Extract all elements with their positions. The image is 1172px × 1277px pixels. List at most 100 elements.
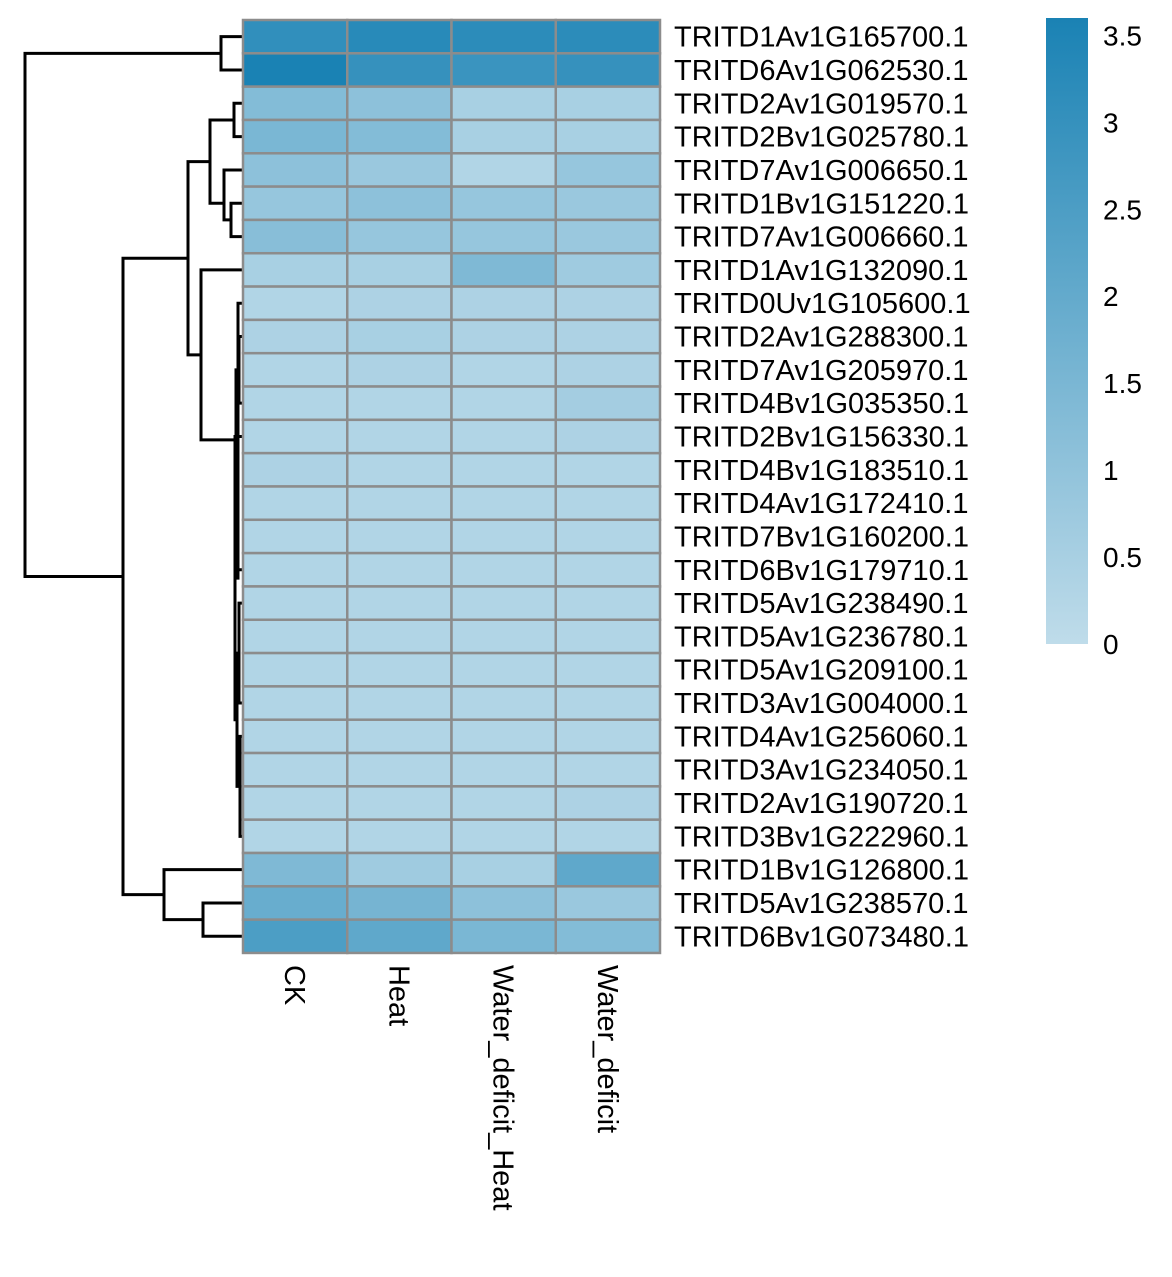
row-label: TRITD2Av1G019570.1 — [674, 88, 968, 120]
heatmap-cell — [346, 651, 453, 688]
row-label: TRITD3Bv1G222960.1 — [674, 821, 969, 853]
row-label: TRITD6Bv1G073480.1 — [674, 921, 969, 953]
heatmap-cell — [241, 385, 349, 422]
legend-tick-label: 2 — [1103, 281, 1119, 312]
heatmap-cell — [346, 52, 453, 88]
row-label: TRITD7Av1G205970.1 — [674, 355, 968, 387]
legend-tick-label: 1 — [1103, 455, 1119, 486]
column-label: Heat — [382, 965, 414, 1026]
heatmap-cell — [241, 351, 349, 388]
heatmap-cell — [450, 118, 557, 155]
heatmap-cell — [450, 385, 557, 422]
heatmap-cell — [450, 418, 557, 455]
heatmap-cell — [241, 685, 349, 721]
heatmap-cell — [554, 285, 662, 322]
row-label: TRITD1Av1G165700.1 — [674, 22, 968, 54]
row-label: TRITD5Av1G236780.1 — [674, 621, 968, 653]
row-label: TRITD1Bv1G151220.1 — [674, 188, 969, 220]
row-dendrogram — [23, 35, 243, 938]
legend-tick-label: 3.5 — [1103, 20, 1142, 51]
heatmap-cell — [554, 918, 662, 955]
heatmap-cell — [450, 218, 557, 255]
heatmap-cell — [450, 485, 557, 522]
heatmap-cell — [346, 118, 453, 155]
heatmap-cell — [554, 818, 662, 855]
heatmap-cell — [346, 585, 453, 622]
heatmap-cell — [241, 751, 349, 788]
column-label: Water_deficit — [591, 965, 623, 1133]
heatmap-cell — [450, 885, 557, 921]
heatmap-cell — [241, 218, 349, 255]
heatmap-cell — [241, 785, 349, 821]
row-label: TRITD7Bv1G160200.1 — [674, 521, 969, 553]
legend-color-bar — [1046, 18, 1088, 644]
row-labels: TRITD1Av1G165700.1TRITD6Av1G062530.1TRIT… — [674, 22, 971, 954]
heatmap-cell — [554, 685, 662, 721]
heatmap-cell — [241, 851, 349, 888]
heatmap-cell — [450, 718, 557, 755]
heatmap-cell — [450, 18, 557, 55]
heatmap-cell — [554, 785, 662, 821]
heatmap-cell — [241, 651, 349, 688]
legend-tick-label: 1.5 — [1103, 368, 1142, 399]
heatmap-cell — [241, 818, 349, 855]
heatmap-cell — [346, 918, 453, 955]
heatmap-cell — [554, 118, 662, 155]
dendrogram-branch — [229, 201, 243, 239]
heatmap-cell — [554, 251, 662, 288]
heatmap-cell — [554, 485, 662, 522]
row-label: TRITD2Av1G190720.1 — [674, 788, 968, 820]
heatmap-cells — [241, 18, 662, 955]
row-label: TRITD4Bv1G035350.1 — [674, 388, 969, 420]
heatmap-cell — [346, 485, 453, 522]
row-label: TRITD2Bv1G156330.1 — [674, 422, 969, 454]
row-label: TRITD1Av1G132090.1 — [674, 255, 968, 287]
heatmap-cell — [450, 551, 557, 588]
heatmap-cell — [346, 685, 453, 721]
row-label: TRITD2Av1G288300.1 — [674, 322, 968, 354]
dendrogram-branch — [208, 118, 234, 205]
heatmap-cell — [554, 18, 662, 55]
heatmap-cell — [346, 785, 453, 821]
row-label: TRITD2Bv1G025780.1 — [674, 122, 969, 154]
heatmap-cell — [450, 585, 557, 622]
heatmap-cell — [346, 152, 453, 188]
heatmap-cell — [346, 18, 453, 55]
heatmap-cell — [346, 451, 453, 488]
column-labels: CK Heat Water_deficit_Heat Water_deficit — [278, 965, 623, 1211]
row-label: TRITD0Uv1G105600.1 — [674, 288, 971, 320]
dendrogram-branch — [201, 901, 243, 938]
dendrogram-branch — [232, 101, 243, 139]
heatmap-cell — [450, 751, 557, 788]
row-label: TRITD6Bv1G179710.1 — [674, 555, 969, 587]
heatmap-cell — [346, 218, 453, 255]
heatmap-cell — [450, 185, 557, 222]
heatmap-cell — [241, 585, 349, 622]
heatmap-cell — [346, 185, 453, 222]
heatmap-cell — [450, 518, 557, 555]
heatmap-cell — [241, 52, 349, 88]
heatmap-cell — [554, 418, 662, 455]
heatmap-cell — [450, 52, 557, 88]
dendrogram-branch — [219, 35, 243, 72]
heatmap-cell — [241, 152, 349, 188]
heatmap-cell — [554, 585, 662, 622]
heatmap-cell — [554, 385, 662, 422]
heatmap-cell — [450, 818, 557, 855]
heatmap-cell — [554, 551, 662, 588]
heatmap-cell — [241, 251, 349, 288]
heatmap-cell — [554, 218, 662, 255]
heatmap-cell — [346, 318, 453, 355]
column-label: Water_deficit_Heat — [487, 965, 519, 1211]
heatmap-cell — [346, 285, 453, 322]
heatmap-cell — [450, 251, 557, 288]
heatmap-cell — [346, 551, 453, 588]
heatmap-cell — [450, 618, 557, 655]
heatmap-cell — [554, 451, 662, 488]
heatmap-cell — [450, 685, 557, 721]
heatmap-cell — [241, 318, 349, 355]
legend-tick-label: 2.5 — [1103, 194, 1142, 225]
heatmap-cell — [241, 551, 349, 588]
heatmap-cell — [346, 818, 453, 855]
heatmap-cell — [346, 851, 453, 888]
